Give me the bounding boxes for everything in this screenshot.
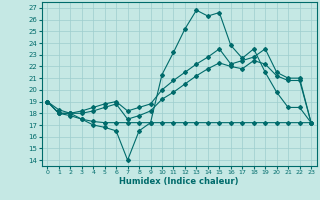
X-axis label: Humidex (Indice chaleur): Humidex (Indice chaleur)	[119, 177, 239, 186]
